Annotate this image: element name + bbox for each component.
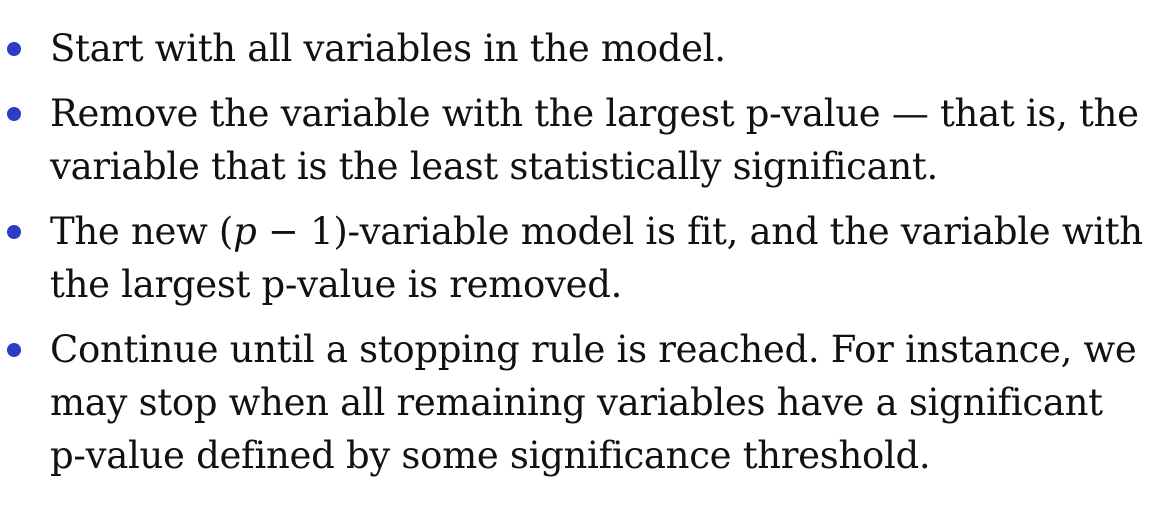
math-expression: − 1) [256,210,348,253]
bullet-text: may stop when all remaining variables ha… [50,381,1103,424]
text-segment: The new ( [50,210,234,253]
bullet-text: p-value defined by some significance thr… [50,434,931,477]
bullet-dot-icon [7,42,21,56]
bullet-dot-icon [7,343,21,357]
math-variable-p: p [233,210,257,253]
bullet-item-continue: Continue until a stopping rule is reache… [0,323,1176,482]
bullet-text: the largest p-value is removed. [50,263,623,306]
text-segment: -variable model is fit, and the variable… [347,210,1143,253]
bullet-item-refit: The new (p − 1)-variable model is fit, a… [0,205,1176,311]
bullet-text: Continue until a stopping rule is reache… [50,328,1137,371]
bullet-text: The new (p − 1)-variable model is fit, a… [50,205,1176,258]
bullet-item-remove: Remove the variable with the largest p-v… [0,87,1176,193]
bullet-list: Start with all variables in the model. R… [0,22,1176,494]
bullet-text: Remove the variable with the largest p-v… [50,92,1139,135]
bullet-item-start: Start with all variables in the model. [0,22,1176,75]
bullet-dot-icon [7,225,21,239]
bullet-text: Start with all variables in the model. [50,27,726,70]
bullet-text: variable that is the least statistically… [50,145,938,188]
bullet-dot-icon [7,107,21,121]
